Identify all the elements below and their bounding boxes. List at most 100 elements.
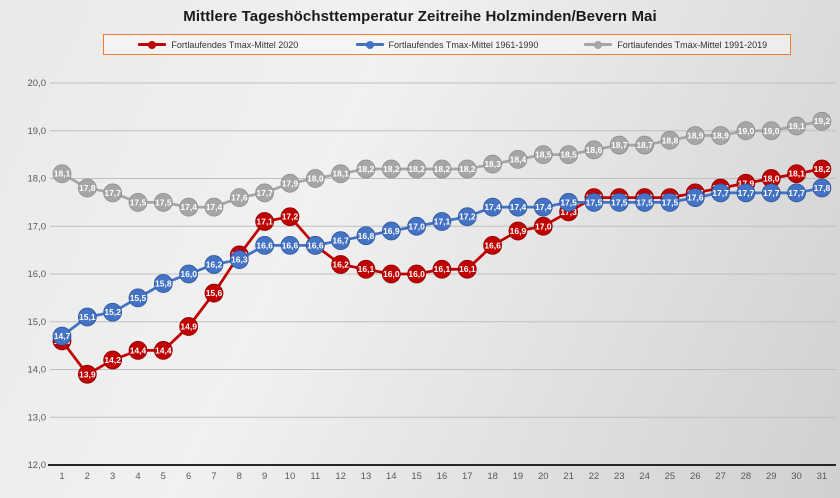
legend-label-1961-1990: Fortlaufendes Tmax-Mittel 1961-1990 bbox=[388, 39, 539, 50]
data-point-label: 16,2 bbox=[206, 259, 223, 269]
data-point bbox=[761, 183, 781, 203]
data-point-label: 17,4 bbox=[535, 202, 552, 212]
data-point bbox=[508, 197, 528, 217]
data-point bbox=[609, 193, 629, 212]
data-point-label: 13,9 bbox=[79, 369, 96, 379]
data-point-label: 18,6 bbox=[586, 145, 603, 155]
x-tick-label: 30 bbox=[791, 471, 802, 482]
data-point bbox=[635, 193, 654, 212]
y-tick-label: 16,0 bbox=[28, 269, 47, 280]
data-point bbox=[432, 159, 452, 179]
data-point bbox=[331, 255, 351, 274]
data-point-label: 19,0 bbox=[763, 126, 780, 136]
data-point bbox=[255, 183, 275, 203]
x-tick-label: 3 bbox=[110, 471, 115, 482]
data-point bbox=[52, 164, 72, 184]
y-tick-label: 15,0 bbox=[28, 317, 47, 328]
data-point bbox=[153, 193, 173, 212]
data-point bbox=[787, 116, 806, 136]
data-point-label: 17,5 bbox=[636, 197, 653, 207]
data-point bbox=[508, 221, 528, 241]
data-point-label: 18,7 bbox=[636, 140, 653, 150]
data-point bbox=[128, 341, 148, 360]
data-point bbox=[635, 135, 654, 155]
data-point-label: 17,7 bbox=[763, 188, 780, 198]
legend-line-marker-blue bbox=[355, 40, 384, 49]
legend-line-marker-red bbox=[138, 40, 167, 49]
data-point-label: 18,7 bbox=[611, 140, 628, 150]
data-point bbox=[407, 216, 426, 236]
data-point bbox=[179, 197, 199, 217]
data-point-label: 18,2 bbox=[814, 164, 831, 174]
data-point bbox=[153, 341, 173, 360]
data-point bbox=[812, 178, 832, 198]
data-point-label: 17,2 bbox=[459, 212, 476, 222]
data-point-label: 18,9 bbox=[687, 131, 704, 141]
data-point-label: 18,4 bbox=[510, 154, 527, 164]
data-point bbox=[179, 317, 199, 336]
chart-title: Mittlere Tageshöchsttemperatur Zeitreihe… bbox=[183, 8, 657, 25]
data-point bbox=[584, 140, 604, 160]
data-point-label: 18,1 bbox=[332, 169, 349, 179]
data-point-label: 15,2 bbox=[104, 307, 121, 317]
data-point-label: 17,7 bbox=[788, 188, 805, 198]
data-point bbox=[711, 183, 730, 203]
data-point bbox=[305, 235, 325, 255]
data-point-label: 17,4 bbox=[180, 202, 197, 212]
data-point-label: 17,5 bbox=[662, 197, 679, 207]
data-point-label: 17,6 bbox=[231, 193, 248, 203]
data-point bbox=[508, 150, 528, 169]
data-point-label: 14,4 bbox=[130, 345, 147, 355]
data-point bbox=[204, 255, 224, 274]
data-point-label: 19,0 bbox=[738, 126, 755, 136]
data-point-label: 17,7 bbox=[256, 188, 273, 198]
data-point-label: 17,5 bbox=[155, 197, 172, 207]
data-point bbox=[179, 264, 199, 284]
data-point bbox=[153, 274, 173, 293]
data-point-label: 14,9 bbox=[180, 322, 197, 332]
x-tick-label: 23 bbox=[614, 471, 625, 482]
data-point bbox=[103, 183, 123, 203]
data-point-label: 17,1 bbox=[434, 216, 451, 226]
data-point-label: 18,0 bbox=[307, 174, 324, 184]
data-point-label: 18,1 bbox=[54, 169, 71, 179]
data-point-label: 16,6 bbox=[484, 240, 501, 250]
data-point-label: 14,7 bbox=[54, 331, 71, 341]
data-point-label: 17,1 bbox=[256, 216, 273, 226]
data-point-label: 15,5 bbox=[130, 293, 147, 303]
data-point bbox=[483, 235, 502, 255]
x-tick-label: 12 bbox=[335, 471, 346, 482]
data-point-label: 17,3 bbox=[560, 207, 577, 217]
x-tick-label: 17 bbox=[462, 471, 473, 482]
data-point bbox=[685, 188, 705, 207]
x-tick-label: 11 bbox=[310, 471, 320, 482]
y-tick-label: 19,0 bbox=[28, 126, 47, 137]
x-tick-label: 1 bbox=[59, 471, 64, 482]
data-point-label: 16,6 bbox=[307, 240, 324, 250]
data-point bbox=[432, 259, 452, 279]
data-point bbox=[229, 250, 249, 270]
x-tick-label: 7 bbox=[211, 471, 216, 482]
data-point-label: 17,0 bbox=[408, 221, 425, 231]
data-point bbox=[255, 235, 275, 255]
data-point bbox=[736, 121, 756, 141]
data-point bbox=[77, 178, 97, 198]
x-tick-label: 20 bbox=[538, 471, 549, 482]
legend-line-marker-gray bbox=[584, 40, 613, 49]
data-point bbox=[483, 197, 502, 217]
data-point bbox=[533, 216, 553, 236]
data-point bbox=[533, 197, 553, 217]
data-point bbox=[457, 259, 477, 279]
x-tick-label: 26 bbox=[690, 471, 701, 482]
data-point bbox=[381, 264, 401, 284]
data-point-label: 16,7 bbox=[332, 236, 349, 246]
x-tick-label: 24 bbox=[639, 471, 650, 482]
data-point bbox=[331, 231, 351, 250]
data-point bbox=[736, 183, 756, 203]
data-point bbox=[812, 159, 832, 179]
data-point-label: 17,7 bbox=[738, 188, 755, 198]
data-point-label: 18,2 bbox=[434, 164, 451, 174]
series-1961-1990: 14,7 15,1 15,2 15,5 15,8 16,0 16,2 16,3 16,6 16,6… bbox=[52, 178, 832, 346]
data-point bbox=[787, 164, 806, 184]
data-point bbox=[77, 307, 97, 327]
